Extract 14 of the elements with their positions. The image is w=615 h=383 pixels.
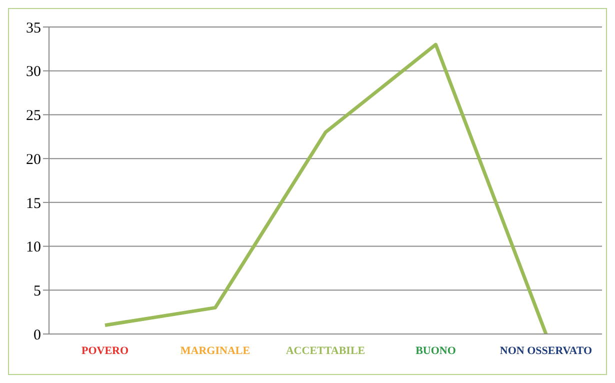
x-tick-label: BUONO (416, 345, 456, 357)
x-tick-label: NON OSSERVATO (500, 345, 593, 357)
x-tick-label: POVERO (81, 345, 129, 357)
y-tick-label: 20 (26, 152, 41, 168)
y-tick-label: 5 (34, 283, 41, 300)
y-tick-label: 15 (26, 196, 41, 212)
y-tick-label: 0 (34, 327, 41, 344)
line-series (103, 42, 548, 334)
y-tick-label: 25 (26, 108, 41, 124)
x-tick-label: ACCETTABILE (286, 345, 366, 357)
y-tick-label: 10 (26, 240, 41, 256)
x-tick-label: MARGINALE (180, 345, 250, 357)
y-tick-label: 30 (26, 64, 41, 80)
y-tick-label: 35 (26, 20, 41, 36)
